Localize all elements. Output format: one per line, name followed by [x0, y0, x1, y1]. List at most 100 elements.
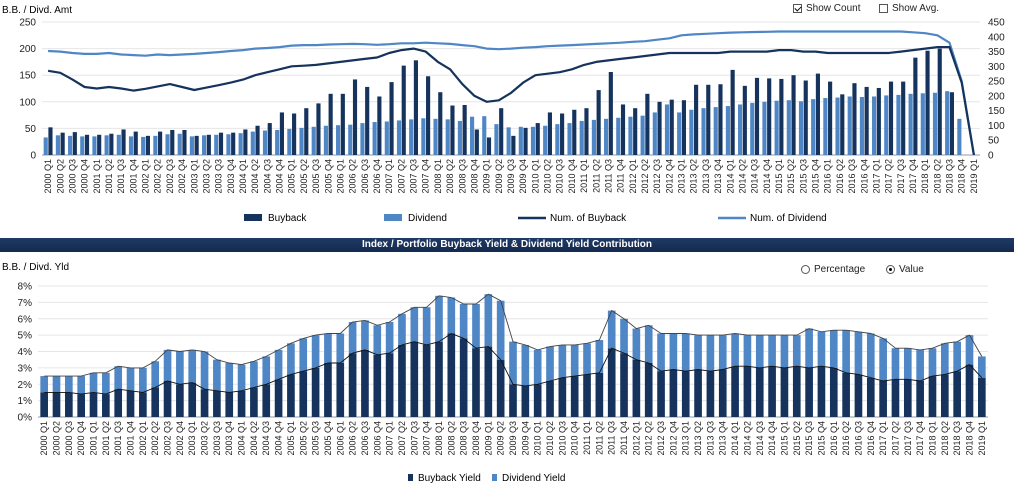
dividend-yield-bar: [805, 328, 813, 368]
dividend-bar: [701, 108, 706, 155]
x-tick-label: 2014 Q4: [762, 159, 772, 194]
legend-swatch-buyback: [244, 214, 262, 221]
legend-label-dividend: Dividend: [408, 213, 447, 224]
x-tick-label: 2001 Q2: [101, 421, 111, 456]
x-tick-label: 2001 Q4: [128, 159, 138, 194]
x-tick-label: 2013 Q1: [677, 159, 687, 194]
x-tick-label: 2015 Q1: [774, 159, 784, 194]
legend-swatch-dividend: [384, 214, 402, 221]
dividend-yield-bar: [163, 349, 172, 381]
value-radio[interactable]: Value: [886, 264, 924, 275]
percentage-radio[interactable]: Percentage: [801, 264, 865, 275]
buyback-bar: [170, 129, 175, 155]
x-tick-label: 2015 Q2: [792, 421, 802, 456]
x-tick-label: 2012 Q1: [631, 421, 641, 456]
dividend-yield-bar: [546, 346, 554, 381]
x-tick-label: 2005 Q2: [298, 421, 308, 456]
dividend-bar: [92, 136, 97, 155]
x-tick-label: 2016 Q4: [866, 421, 876, 456]
right-tick-label: 0: [988, 151, 994, 162]
percentage-radio-icon[interactable]: [801, 265, 810, 274]
x-tick-label: 2007 Q1: [385, 421, 395, 456]
buyback-yield-bar: [805, 367, 813, 417]
x-tick-label: 2014 Q2: [742, 421, 752, 456]
x-tick-label: 2003 Q2: [201, 159, 211, 194]
dividend-yield-bar: [879, 338, 887, 381]
buyback-bar: [547, 112, 552, 155]
dividend-bar: [104, 135, 109, 155]
x-tick-label: 2014 Q1: [725, 159, 735, 194]
dividend-bar: [177, 133, 182, 155]
show-count-checkbox[interactable]: Show Count: [793, 3, 860, 14]
dividend-bar: [202, 135, 207, 155]
dividend-bar: [872, 96, 877, 155]
x-tick-label: 2000 Q4: [76, 421, 86, 456]
buyback-bar: [657, 101, 662, 155]
buyback-yield-bar: [102, 394, 110, 417]
x-tick-label: 2006 Q3: [360, 159, 370, 194]
x-tick-label: 2014 Q4: [767, 421, 777, 456]
show-avg-checkbox[interactable]: Show Avg.: [879, 3, 939, 14]
dividend-yield-bar: [348, 322, 357, 354]
buyback-bar: [706, 84, 711, 155]
buyback-bar: [328, 93, 333, 155]
dividend-yield-bar: [176, 351, 184, 385]
dividend-bar: [725, 106, 730, 155]
x-tick-label: 2007 Q4: [421, 159, 431, 194]
x-tick-label: 2014 Q3: [755, 421, 765, 456]
buyback-yield-bar: [163, 380, 172, 417]
x-tick-label: 2017 Q1: [878, 421, 888, 456]
left-tick-label: 50: [25, 124, 37, 135]
dividend-bar: [750, 102, 755, 155]
x-tick-label: 2010 Q3: [555, 159, 565, 194]
x-tick-label: 2008 Q2: [446, 421, 456, 456]
right-tick-label: 150: [988, 106, 1005, 117]
buyback-bar: [48, 127, 53, 155]
left-tick-label: 0: [30, 151, 36, 162]
dividend-yield-bar: [188, 349, 197, 383]
x-tick-label: 2013 Q2: [693, 421, 703, 456]
buyback-bar: [694, 84, 699, 155]
x-tick-label: 2009 Q1: [482, 159, 492, 194]
buyback-yield-bar: [496, 359, 505, 417]
buyback-bar: [949, 92, 954, 155]
dividend-bar: [457, 120, 462, 155]
buyback-yield-bar: [213, 390, 221, 417]
value-radio-icon[interactable]: [886, 265, 895, 274]
buyback-bar: [681, 100, 686, 155]
buyback-yield-bar: [188, 382, 197, 417]
buyback-bar: [401, 65, 406, 155]
dividend-yield-bar: [780, 335, 789, 368]
dividend-yield-bar: [570, 344, 579, 377]
buyback-yield-bar: [632, 359, 641, 417]
buyback-bar: [145, 135, 150, 155]
dividend-bar: [798, 101, 804, 155]
dividend-bar: [433, 118, 438, 155]
show-avg-check-icon[interactable]: [879, 4, 888, 13]
dividend-bar: [896, 94, 901, 155]
dividend-bar: [738, 104, 743, 155]
buyback-yield-bar: [533, 384, 542, 417]
buyback-yield-bar: [768, 366, 776, 417]
buyback-bar: [815, 73, 820, 155]
dividend-bar: [336, 125, 341, 155]
right-tick-label: 450: [988, 18, 1005, 29]
dividend-yield-bar: [965, 335, 974, 365]
buyback-bar: [669, 99, 674, 155]
dividend-yield-bar: [620, 318, 628, 354]
dividend-yield-bar: [940, 343, 949, 375]
x-tick-label: 2001 Q3: [116, 159, 126, 194]
buyback-bar: [876, 87, 881, 155]
buyback-yield-bar: [866, 377, 875, 417]
x-tick-label: 2000 Q2: [52, 421, 62, 456]
total-yield-outline: [44, 293, 983, 377]
buyback-yield-bar: [410, 341, 419, 417]
right-tick-label: 50: [988, 136, 1000, 147]
buyback-yield-bar: [299, 371, 308, 417]
buyback-bar: [523, 127, 528, 155]
x-tick-label: 2006 Q4: [372, 421, 382, 456]
x-tick-label: 2012 Q2: [644, 421, 654, 456]
dividend-bar: [348, 124, 353, 155]
dividend-bar: [859, 97, 864, 155]
show-count-check-icon[interactable]: [793, 4, 802, 13]
